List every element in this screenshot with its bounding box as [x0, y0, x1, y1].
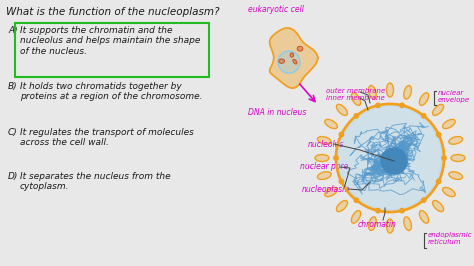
Circle shape	[339, 179, 344, 184]
Ellipse shape	[337, 201, 347, 212]
Ellipse shape	[419, 93, 428, 105]
Text: DNA in nucleus: DNA in nucleus	[248, 108, 306, 117]
Ellipse shape	[297, 46, 303, 51]
Circle shape	[400, 103, 404, 107]
Ellipse shape	[433, 201, 444, 212]
Text: It holds two chromatids together by
proteins at a region of the chromosome.: It holds two chromatids together by prot…	[20, 82, 202, 101]
Circle shape	[354, 114, 358, 118]
Ellipse shape	[337, 104, 347, 115]
Text: It separates the nucleus from the
cytoplasm.: It separates the nucleus from the cytopl…	[20, 172, 171, 192]
Ellipse shape	[290, 53, 293, 57]
Ellipse shape	[386, 219, 393, 233]
Text: B): B)	[8, 82, 18, 91]
Text: endoplasmic
reticulum: endoplasmic reticulum	[428, 232, 473, 245]
Text: D): D)	[8, 172, 18, 181]
Circle shape	[437, 179, 441, 184]
Ellipse shape	[351, 93, 361, 105]
Ellipse shape	[293, 59, 297, 64]
Ellipse shape	[351, 211, 361, 223]
Circle shape	[442, 156, 446, 160]
Circle shape	[421, 114, 426, 118]
Ellipse shape	[451, 155, 465, 161]
Ellipse shape	[279, 59, 284, 63]
Ellipse shape	[443, 187, 455, 197]
Ellipse shape	[386, 83, 393, 97]
Ellipse shape	[369, 217, 376, 231]
Ellipse shape	[369, 85, 376, 99]
Circle shape	[334, 156, 338, 160]
Ellipse shape	[318, 172, 331, 180]
Text: eukaryotic cell: eukaryotic cell	[248, 5, 304, 14]
Ellipse shape	[404, 85, 411, 99]
Polygon shape	[270, 28, 318, 88]
Text: C): C)	[8, 128, 18, 137]
Ellipse shape	[449, 172, 463, 180]
Text: nucleolus: nucleolus	[308, 140, 345, 149]
Text: nuclear
envelope: nuclear envelope	[438, 90, 470, 103]
Text: What is the function of the nucleoplasm?: What is the function of the nucleoplasm?	[6, 7, 219, 17]
Ellipse shape	[419, 211, 428, 223]
Circle shape	[354, 198, 358, 202]
Text: nuclear pore: nuclear pore	[300, 162, 348, 171]
Ellipse shape	[325, 187, 337, 197]
Ellipse shape	[318, 136, 331, 144]
Circle shape	[381, 148, 407, 174]
Circle shape	[437, 132, 441, 137]
Ellipse shape	[404, 217, 411, 231]
Ellipse shape	[315, 155, 329, 161]
Text: outer membrane
inner membrane: outer membrane inner membrane	[326, 88, 385, 101]
Circle shape	[376, 103, 380, 107]
Circle shape	[421, 198, 426, 202]
Ellipse shape	[443, 119, 455, 129]
Ellipse shape	[449, 136, 463, 144]
Circle shape	[338, 106, 442, 210]
Circle shape	[376, 209, 380, 213]
Ellipse shape	[433, 104, 444, 115]
Text: It supports the chromatin and the
nucleolus and helps maintain the shape
of the : It supports the chromatin and the nucleo…	[20, 26, 201, 56]
Circle shape	[339, 132, 344, 137]
Circle shape	[400, 209, 404, 213]
Text: nucleoplasm: nucleoplasm	[302, 185, 350, 194]
Text: It regulates the transport of molecules
across the cell wall.: It regulates the transport of molecules …	[20, 128, 194, 147]
Ellipse shape	[278, 51, 300, 73]
Text: A): A)	[8, 26, 18, 35]
Text: chromatin: chromatin	[358, 220, 397, 229]
Ellipse shape	[325, 119, 337, 129]
